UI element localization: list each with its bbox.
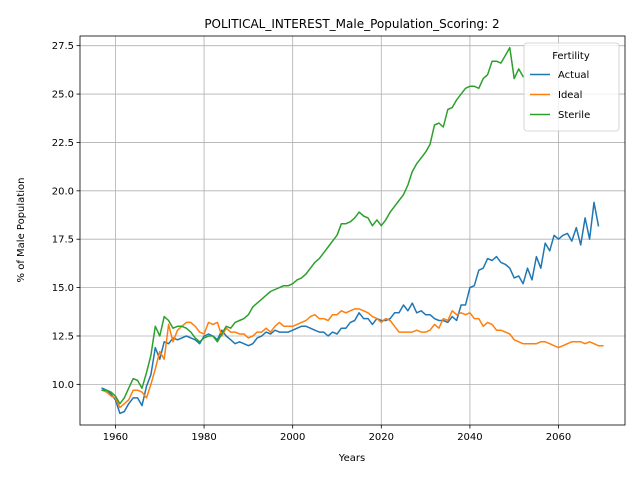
legend-label: Sterile <box>558 110 590 121</box>
x-axis-label: Years <box>338 453 365 464</box>
legend-items: Actual Ideal Sterile <box>530 70 590 121</box>
x-tick-label: 2020 <box>369 432 394 443</box>
legend-label: Actual <box>558 70 589 81</box>
y-tick-label: 22.5 <box>52 138 74 149</box>
y-tick-label: 10.0 <box>52 380 74 391</box>
legend-box <box>523 42 620 132</box>
series-lines <box>101 46 604 415</box>
y-tick-label: 20.0 <box>52 186 74 197</box>
legend-label: Ideal <box>558 90 582 101</box>
y-tick-label: 17.5 <box>52 235 74 246</box>
legend: Fertility Actual Ideal Sterile <box>523 42 620 132</box>
x-tick-label: 2040 <box>457 432 482 443</box>
y-tick-label: 12.5 <box>52 331 74 342</box>
x-tick-label: 1960 <box>103 432 128 443</box>
legend-item-actual: Actual <box>530 70 589 81</box>
y-tick-label: 15.0 <box>52 283 74 294</box>
y-axis-label: % of Male Population <box>16 178 27 283</box>
legend-item-sterile: Sterile <box>530 110 590 121</box>
legend-item-ideal: Ideal <box>530 90 582 101</box>
x-tick-label: 1980 <box>191 432 216 443</box>
y-tick-label: 25.0 <box>52 90 74 101</box>
axes-frame <box>79 35 626 426</box>
series-line-sterile <box>101 46 525 405</box>
x-axis-ticks: 1960 1980 2000 2020 2040 2060 <box>103 425 571 443</box>
x-tick-label: 2000 <box>280 432 305 443</box>
y-tick-label: 27.5 <box>52 41 74 52</box>
legend-title: Fertility <box>552 51 590 62</box>
y-axis-ticks: 10.0 12.5 15.0 17.5 20.0 22.5 25.0 27.5 <box>52 41 80 391</box>
x-tick-label: 2060 <box>546 432 571 443</box>
series-line-ideal <box>101 308 604 409</box>
series-line-actual <box>101 201 600 415</box>
chart-title: POLITICAL_INTEREST_Male_Population_Scori… <box>204 17 499 31</box>
